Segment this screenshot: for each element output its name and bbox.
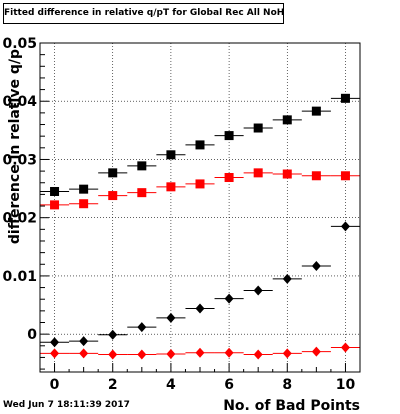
data-point-square	[340, 93, 350, 103]
data-point-diamond	[340, 342, 350, 353]
data-point-diamond	[253, 349, 263, 360]
x-tick-label: 0	[50, 377, 60, 393]
data-point-square	[79, 184, 89, 194]
data-point-square	[195, 179, 205, 189]
data-point-diamond	[108, 349, 118, 360]
data-point-diamond	[166, 348, 176, 359]
data-point-diamond	[224, 293, 234, 304]
y-tick-label: 0	[27, 327, 37, 343]
data-point-diamond	[340, 221, 350, 232]
y-tick-label: 0.02	[2, 211, 37, 227]
data-point-square	[311, 171, 321, 181]
data-point-square	[282, 115, 292, 125]
data-point-square	[224, 173, 234, 183]
data-point-square	[282, 169, 292, 179]
chart-title: Fitted difference in relative q/pT for G…	[3, 3, 284, 24]
data-point-square	[340, 171, 350, 181]
data-point-diamond	[137, 349, 147, 360]
axis-ticks	[39, 42, 361, 372]
data-point-diamond	[311, 346, 321, 357]
y-tick-label: 0.04	[2, 94, 37, 110]
x-tick-label: 6	[224, 377, 234, 393]
data-point-square	[108, 168, 118, 178]
data-point-square	[224, 131, 234, 141]
data-point-diamond	[137, 322, 147, 333]
data-point-square	[253, 123, 263, 133]
data-point-square	[195, 140, 205, 150]
data-point-diamond	[282, 273, 292, 284]
x-tick-label: 8	[282, 377, 292, 393]
data-point-square	[79, 199, 89, 209]
data-point-diamond	[224, 347, 234, 358]
data-point-square	[166, 150, 176, 160]
x-tick-label: 2	[108, 377, 118, 393]
data-point-diamond	[311, 261, 321, 272]
data-markers	[50, 93, 350, 360]
data-point-diamond	[282, 348, 292, 359]
data-point-diamond	[166, 312, 176, 323]
data-point-diamond	[50, 348, 60, 359]
data-point-diamond	[195, 303, 205, 314]
error-bars	[40, 97, 360, 356]
data-point-square	[253, 168, 263, 178]
y-tick-label: 0.03	[2, 152, 37, 168]
data-point-square	[50, 186, 60, 196]
data-point-diamond	[79, 336, 89, 347]
data-point-square	[50, 200, 60, 210]
data-point-square	[166, 182, 176, 192]
x-tick-label: 10	[336, 377, 356, 393]
data-point-square	[108, 191, 118, 201]
y-tick-label: 0.05	[2, 36, 37, 52]
timestamp-label: Wed Jun 7 18:11:39 2017	[3, 400, 130, 410]
x-tick-label: 4	[166, 377, 176, 393]
y-axis-label: difference in relative q/p	[7, 49, 23, 244]
data-point-diamond	[50, 337, 60, 348]
tick-labels: 0 2 4 6 8 10 0 0.01 0.02 0.03 0.04 0.05	[2, 36, 355, 393]
data-point-square	[311, 106, 321, 116]
data-point-square	[137, 188, 147, 198]
data-point-diamond	[253, 285, 263, 296]
data-point-diamond	[108, 329, 118, 340]
y-tick-label: 0.01	[2, 269, 37, 285]
data-point-diamond	[195, 347, 205, 358]
x-axis-label: No. of Bad Points	[223, 398, 360, 414]
data-point-square	[137, 161, 147, 171]
data-point-diamond	[79, 348, 89, 359]
